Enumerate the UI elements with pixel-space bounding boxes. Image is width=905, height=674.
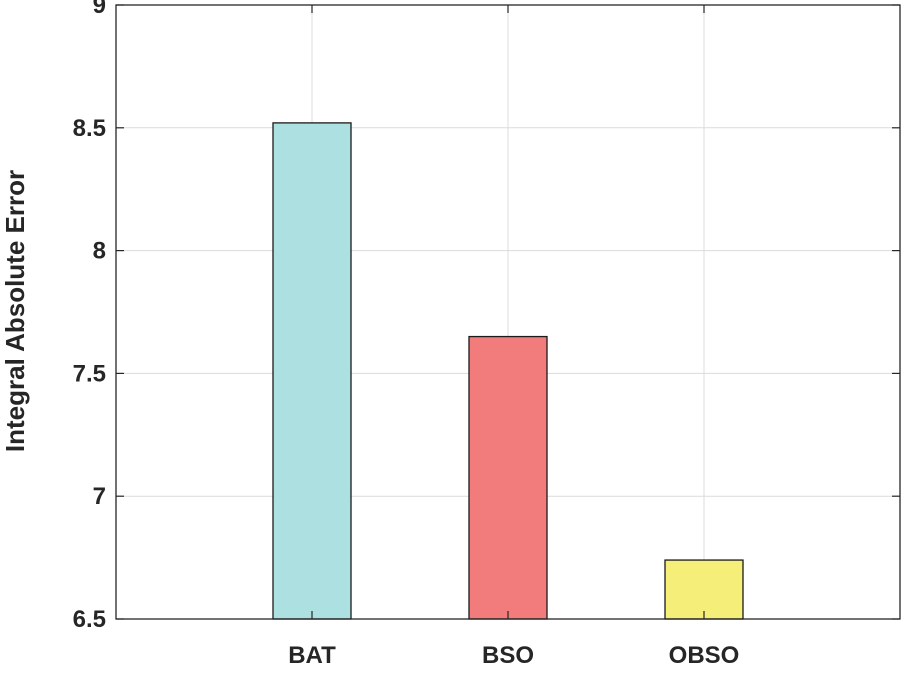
bars xyxy=(272,122,744,620)
bar-obso xyxy=(664,559,744,620)
bar-bat xyxy=(272,122,352,620)
y-tick-label: 8 xyxy=(93,238,106,265)
y-tick-labels: 6.5 7 7.5 8 8.5 9 xyxy=(73,0,106,633)
x-tick-label-obso: OBSO xyxy=(669,642,740,669)
axes xyxy=(115,4,901,620)
y-tick-label: 9 xyxy=(93,0,106,19)
plot-frame xyxy=(115,4,901,620)
bar-bso xyxy=(468,335,548,620)
x-tick-label-bso: BSO xyxy=(482,642,534,669)
y-tick-label: 7.5 xyxy=(73,360,106,387)
y-tick-label: 7 xyxy=(93,483,106,510)
y-axis-label: Integral Absolute Error xyxy=(0,170,30,452)
x-tick-labels: BAT BSO OBSO xyxy=(288,642,739,669)
x-tick-label-bat: BAT xyxy=(288,642,336,669)
y-tick-label: 6.5 xyxy=(73,606,106,633)
y-tick-label: 8.5 xyxy=(73,115,106,142)
